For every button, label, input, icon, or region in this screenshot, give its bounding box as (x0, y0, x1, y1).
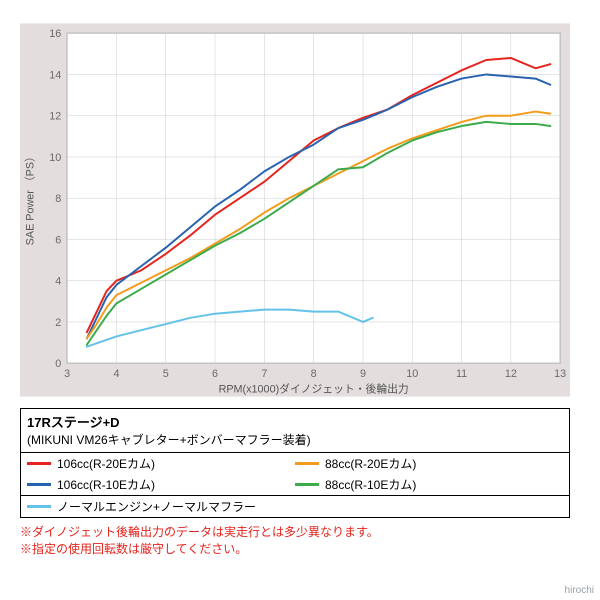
info-box: 17Rステージ+D (MIKUNI VM26キャブレター+ボンバーマフラー装着)… (20, 408, 570, 518)
legend-item: 88cc(R-20Eカム) (295, 455, 563, 472)
svg-text:14: 14 (49, 69, 61, 81)
info-subtitle: (MIKUNI VM26キャブレター+ボンバーマフラー装着) (21, 431, 569, 452)
chart-svg: 3 4 5 6 7 8 9 10 11 12 13 0 2 4 6 8 10 12 14 16 RPM(x1000)ダイ… (20, 20, 570, 400)
svg-text:8: 8 (55, 193, 61, 205)
legend-item: 106cc(R-10Eカム) (27, 476, 295, 493)
svg-text:4: 4 (113, 368, 119, 380)
svg-text:12: 12 (505, 368, 517, 380)
legend-item: 106cc(R-20Eカム) (27, 455, 295, 472)
svg-text:7: 7 (261, 368, 267, 380)
svg-text:8: 8 (311, 368, 317, 380)
svg-text:SAE Power （PS）: SAE Power （PS） (24, 151, 37, 245)
notes: ※ダイノジェット後輪出力のデータは実走行とは多少異なります。 ※指定の使用回転数… (20, 524, 570, 558)
svg-text:16: 16 (49, 28, 61, 40)
svg-text:6: 6 (55, 234, 61, 246)
legend-label: ノーマルエンジン+ノーマルマフラー (57, 498, 256, 515)
svg-text:6: 6 (212, 368, 218, 380)
svg-text:5: 5 (163, 368, 169, 380)
svg-text:13: 13 (554, 368, 566, 380)
credit-text: hirochi (565, 585, 594, 596)
svg-text:2: 2 (55, 317, 61, 329)
info-title: 17Rステージ+D (21, 409, 569, 431)
svg-text:RPM(x1000)ダイノジェット・後輪出力: RPM(x1000)ダイノジェット・後輪出力 (219, 382, 409, 396)
legend-label: 88cc(R-20Eカム) (325, 455, 416, 472)
svg-text:4: 4 (55, 276, 61, 288)
legend-label: 106cc(R-20Eカム) (57, 455, 155, 472)
legend-swatch (295, 483, 319, 486)
legend-swatch (27, 505, 51, 508)
legend-swatch (295, 462, 319, 465)
legend-item: ノーマルエンジン+ノーマルマフラー (27, 498, 563, 515)
note-line-1: ※ダイノジェット後輪出力のデータは実走行とは多少異なります。 (20, 524, 570, 541)
svg-text:0: 0 (55, 358, 61, 370)
legend-item: 88cc(R-10Eカム) (295, 476, 563, 493)
page-container: 3 4 5 6 7 8 9 10 11 12 13 0 2 4 6 8 10 12 14 16 RPM(x1000)ダイ… (0, 0, 600, 600)
dyno-chart: 3 4 5 6 7 8 9 10 11 12 13 0 2 4 6 8 10 12 14 16 RPM(x1000)ダイ… (20, 20, 570, 400)
note-line-2: ※指定の使用回転数は厳守してください。 (20, 541, 570, 558)
svg-text:10: 10 (406, 368, 418, 380)
legend-label: 106cc(R-10Eカム) (57, 476, 155, 493)
svg-text:9: 9 (360, 368, 366, 380)
legend-swatch (27, 483, 51, 486)
legend-secondary: ノーマルエンジン+ノーマルマフラー (21, 496, 569, 517)
legend-swatch (27, 462, 51, 465)
svg-text:10: 10 (49, 152, 61, 164)
svg-text:3: 3 (64, 368, 70, 380)
legend-main: 106cc(R-20Eカム) 88cc(R-20Eカム) 106cc(R-10Eカム… (21, 453, 569, 495)
svg-text:12: 12 (49, 111, 61, 123)
svg-text:11: 11 (456, 368, 467, 380)
legend-label: 88cc(R-10Eカム) (325, 476, 416, 493)
